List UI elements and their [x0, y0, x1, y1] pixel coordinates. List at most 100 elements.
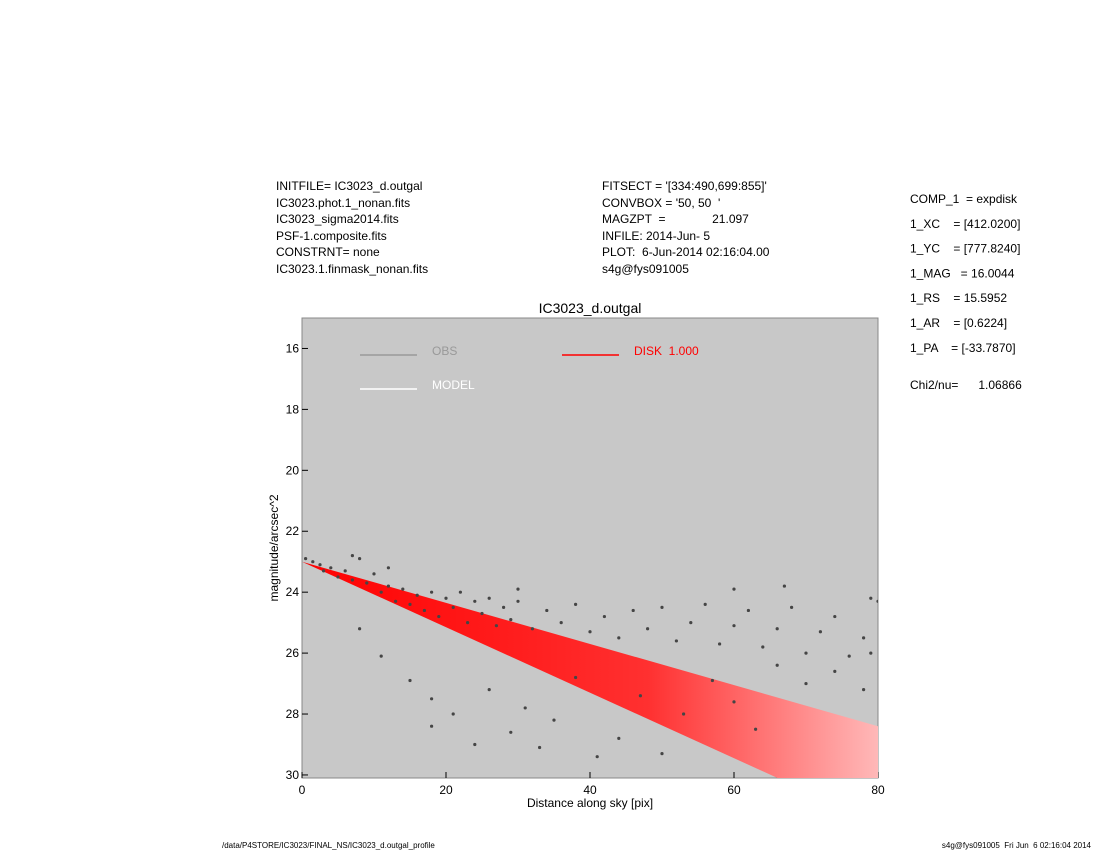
x-tick-label: 80	[871, 783, 885, 797]
obs-point	[746, 608, 751, 613]
x-axis-label: Distance along sky [pix]	[527, 796, 653, 810]
obs-point	[660, 752, 664, 756]
x-tick-label: 0	[299, 783, 306, 797]
obs-point	[833, 614, 837, 619]
obs-point	[343, 569, 347, 573]
obs-point	[408, 678, 412, 683]
init-line: IC3023.1.finmask_nonan.fits	[276, 262, 428, 276]
obs-point	[358, 627, 362, 631]
obs-point	[516, 587, 520, 591]
obs-point	[552, 718, 556, 722]
init-line: INITFILE= IC3023_d.outgal	[276, 179, 422, 193]
chart-title: IC3023_d.outgal	[539, 300, 642, 316]
obs-point	[862, 636, 866, 640]
param-line: 1_AR = [0.6224]	[910, 316, 1007, 330]
obs-point	[365, 581, 369, 585]
obs-point	[494, 624, 498, 628]
init-line: CONSTRNT= none	[276, 245, 380, 259]
obs-point	[660, 605, 664, 610]
obs-point	[754, 727, 758, 731]
obs-point	[430, 697, 434, 701]
obs-point	[718, 642, 722, 646]
obs-point	[329, 566, 333, 570]
obs-point	[689, 621, 693, 625]
y-tick-label: 18	[286, 402, 300, 416]
obs-point	[487, 596, 491, 600]
y-tick-label: 24	[286, 585, 300, 599]
obs-point	[336, 575, 340, 579]
footer-stamp: s4g@fys091005 Fri Jun 6 02:16:04 2014	[942, 841, 1092, 850]
obs-point	[804, 651, 808, 655]
obs-point	[617, 736, 621, 740]
obs-point	[602, 614, 607, 619]
obs-point	[862, 688, 866, 692]
init-line: PSF-1.composite.fits	[276, 229, 387, 243]
obs-point	[394, 599, 398, 603]
obs-point	[473, 742, 477, 747]
obs-point	[480, 611, 484, 616]
plot-area	[302, 554, 878, 778]
obs-point	[422, 608, 426, 613]
obs-point	[350, 578, 354, 582]
obs-point	[451, 605, 455, 610]
obs-point	[304, 557, 308, 561]
obs-point	[509, 617, 513, 622]
obs-point	[646, 627, 650, 631]
obs-point	[545, 608, 549, 613]
y-axis-label: magnitude/arcsec^2	[267, 494, 281, 601]
obs-point	[833, 669, 837, 673]
disk-model-band	[302, 561, 878, 778]
param-line: 1_MAG = 16.0044	[910, 266, 1015, 280]
obs-point	[430, 590, 434, 594]
x-tick-label: 60	[727, 783, 741, 797]
obs-point	[487, 688, 491, 692]
y-tick-label: 28	[286, 707, 300, 721]
obs-point	[732, 587, 736, 591]
obs-point	[408, 602, 412, 606]
obs-point	[847, 654, 851, 658]
obs-point	[311, 560, 315, 564]
fit-line: MAGZPT = 21.097	[602, 212, 749, 226]
obs-point	[386, 584, 390, 588]
obs-point	[631, 608, 635, 613]
fit-line: s4g@fys091005	[602, 262, 689, 276]
obs-point	[372, 572, 376, 576]
init-line: IC3023_sigma2014.fits	[276, 212, 399, 226]
param-line: 1_PA = [-33.7870]	[910, 341, 1016, 355]
obs-point	[595, 755, 599, 759]
fit-line: FITSECT = '[334:490,699:855]'	[602, 179, 767, 193]
obs-point	[502, 605, 506, 610]
obs-point	[386, 566, 390, 570]
obs-point	[509, 730, 513, 734]
obs-point	[401, 587, 405, 591]
y-tick-label: 22	[286, 524, 300, 538]
fit-line: CONVBOX = '50, 50 '	[602, 196, 720, 210]
obs-point	[869, 596, 873, 600]
obs-point	[638, 694, 643, 698]
y-tick-label: 30	[286, 768, 300, 782]
obs-point	[516, 599, 520, 603]
obs-point	[318, 563, 322, 567]
obs-point	[451, 712, 455, 716]
obs-point	[682, 712, 686, 716]
obs-point	[775, 627, 779, 631]
obs-point	[530, 627, 535, 631]
obs-point	[458, 590, 462, 594]
param-line: COMP_1 = expdisk	[910, 192, 1018, 206]
obs-point	[358, 557, 362, 561]
obs-point	[350, 554, 354, 558]
obs-point	[444, 596, 448, 600]
obs-point	[761, 645, 765, 649]
obs-point	[818, 630, 823, 634]
obs-point	[415, 593, 419, 597]
legend-label: MODEL	[432, 378, 475, 392]
legend-label: OBS	[432, 344, 457, 358]
y-tick-label: 26	[286, 646, 300, 660]
init-line: IC3023.phot.1_nonan.fits	[276, 196, 410, 210]
obs-point	[782, 584, 787, 588]
fit-line: INFILE: 2014-Jun- 5	[602, 229, 710, 243]
x-tick-label: 40	[583, 783, 597, 797]
y-tick-label: 20	[286, 463, 300, 477]
legend-label: DISK 1.000	[634, 344, 699, 358]
